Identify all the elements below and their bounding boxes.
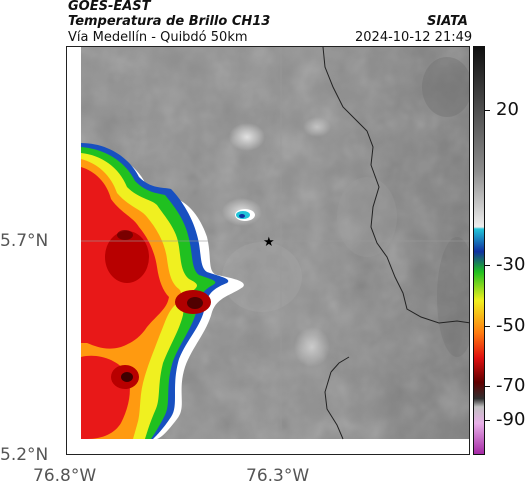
colorbar-tick	[485, 265, 490, 266]
region-subtitle: Vía Medellín - Quibdó 50km	[68, 30, 248, 45]
colorbar-label-neg30: -30	[496, 254, 526, 275]
brightness-temperature-raster: ★	[81, 47, 469, 440]
colorbar-tick	[485, 326, 490, 327]
lat-label-5-2: 5.2°N	[0, 445, 49, 465]
source-label: SIATA	[427, 14, 468, 29]
colorbar-tick	[485, 386, 490, 387]
lon-label-76-3: 76.3°W	[246, 466, 310, 486]
datetime-label: 2024-10-12 21:49	[355, 30, 473, 45]
lon-label-76-8: 76.8°W	[33, 466, 97, 486]
colorbar-gradient	[474, 47, 484, 454]
satellite-map[interactable]: ★	[66, 46, 470, 455]
small-cloud-cell	[235, 209, 255, 221]
colorbar	[473, 46, 485, 455]
colorbar-label-neg70: -70	[496, 375, 526, 396]
product-title: Temperatura de Brillo CH13	[68, 14, 271, 29]
colorbar-tick	[485, 420, 490, 421]
storm-system	[81, 143, 244, 439]
satellite-title: GOES-EAST	[68, 0, 151, 14]
colorbar-tick	[485, 110, 490, 111]
colorbar-label-neg90: -90	[496, 409, 526, 430]
star-icon: ★	[263, 235, 275, 250]
colorbar-label-20: 20	[496, 99, 519, 120]
colorbar-label-neg50: -50	[496, 315, 526, 336]
lat-label-5-7: 5.7°N	[0, 231, 49, 251]
